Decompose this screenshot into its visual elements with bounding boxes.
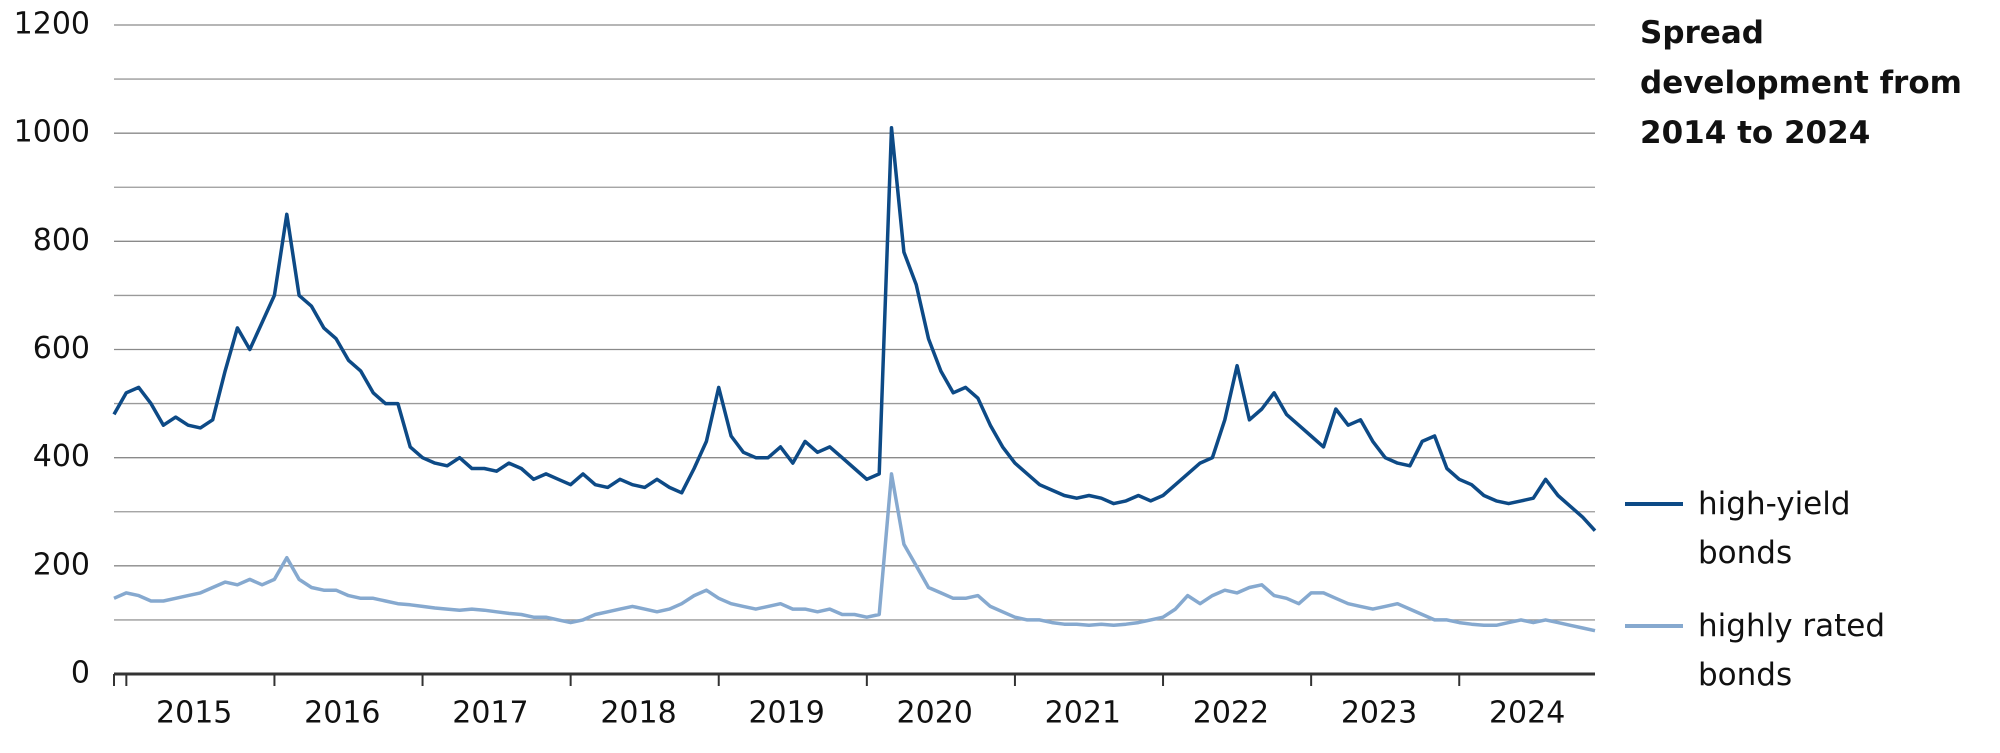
x-tick-label: 2022 bbox=[1193, 696, 1269, 731]
y-tick-label: 0 bbox=[71, 656, 90, 691]
x-tick-label: 2018 bbox=[600, 696, 676, 731]
x-tick-label: 2017 bbox=[452, 696, 528, 731]
y-tick-label: 800 bbox=[33, 223, 90, 258]
y-tick-label: 1200 bbox=[14, 7, 90, 42]
y-tick-label: 400 bbox=[33, 439, 90, 474]
chart-title: Spread development from 2014 to 2024 bbox=[1640, 15, 1962, 151]
x-tick-label: 2016 bbox=[304, 696, 380, 731]
line-series bbox=[113, 472, 1596, 633]
x-tick-label: 2019 bbox=[748, 696, 824, 731]
x-tick-label: 2020 bbox=[897, 696, 973, 731]
line-series bbox=[112, 126, 1597, 532]
legend-swatch bbox=[1625, 502, 1683, 506]
x-tick-label: 2021 bbox=[1045, 696, 1121, 731]
x-tick-label: 2015 bbox=[156, 696, 232, 731]
legend-label: highly rated bonds bbox=[1698, 608, 1886, 693]
legend-swatch bbox=[1625, 624, 1683, 628]
x-tick-label: 2023 bbox=[1341, 696, 1417, 731]
y-tick-label: 200 bbox=[33, 547, 90, 582]
legend-label: high-yield bonds bbox=[1698, 486, 1851, 571]
x-tick-label: 2024 bbox=[1489, 696, 1565, 731]
legend-item: high-yield bonds bbox=[1625, 480, 1948, 578]
y-tick-label: 600 bbox=[33, 331, 90, 366]
y-tick-label: 1000 bbox=[14, 115, 90, 150]
legend-item: highly rated bonds bbox=[1625, 602, 1948, 700]
